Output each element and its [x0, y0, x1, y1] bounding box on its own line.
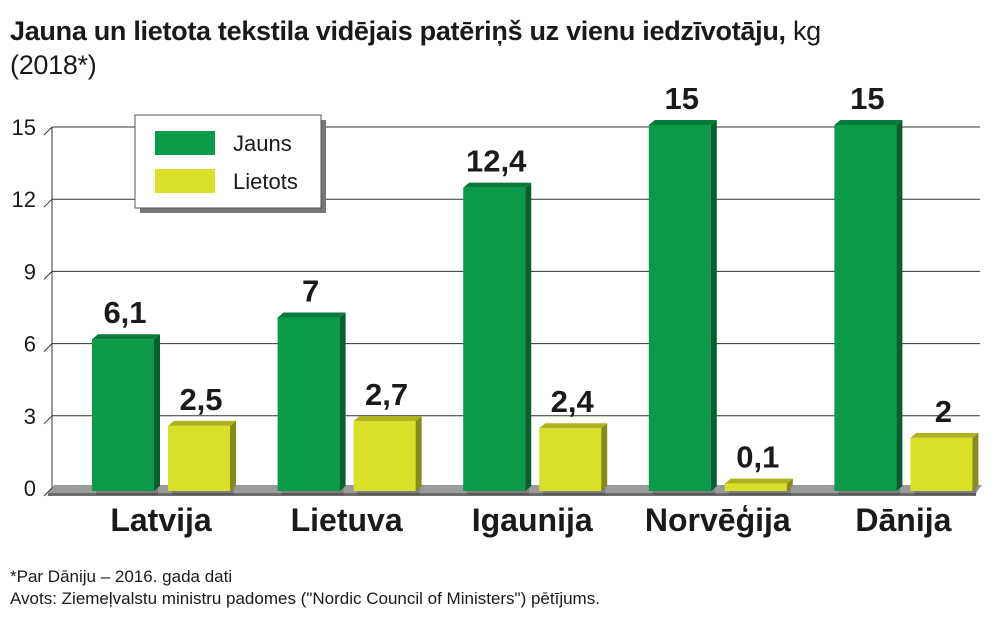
bar-shadow: [728, 487, 791, 495]
gridline-depth: [43, 198, 53, 208]
bar-top: [724, 478, 793, 484]
data-label: 15: [665, 81, 699, 116]
legend-label-jauns: Jauns: [233, 131, 292, 156]
bar-chart: 0 3 6 9 12 15 6,1 2,5 Latvija 7 2,7 Lietuva 12,4 2,4 I…: [12, 81, 982, 538]
x-category-label: Lietuva: [291, 502, 403, 538]
title-year: (2018*): [10, 50, 97, 80]
chart-floor-edge: [48, 493, 976, 496]
bar-top: [277, 312, 346, 318]
bar-side: [230, 420, 236, 491]
y-tick-label: 0: [24, 476, 36, 501]
x-category-label: Dānija: [855, 502, 951, 538]
bar-side: [154, 334, 160, 491]
title-unit: kg: [792, 16, 821, 46]
x-category-label: Latvija: [110, 502, 212, 538]
data-label: 0,1: [736, 440, 779, 475]
data-label: 2,4: [551, 384, 595, 419]
data-label: 2,5: [179, 382, 222, 417]
footnotes: *Par Dāniju – 2016. gada dati Avots: Zie…: [10, 566, 600, 610]
data-label: 2: [935, 394, 952, 429]
bar-top: [648, 120, 717, 125]
x-category-label: Igaunija: [472, 502, 593, 538]
gridline-depth: [43, 415, 53, 425]
bar-top: [539, 423, 608, 429]
title-main: Jauna un lietota tekstila vidējais patēr…: [10, 16, 786, 46]
bar-side: [415, 416, 422, 491]
data-label: 6,1: [103, 295, 146, 330]
bar-top: [834, 120, 903, 125]
data-label: 12,4: [466, 144, 527, 179]
bar-top: [463, 182, 532, 188]
data-label: 15: [850, 81, 884, 116]
bar-side: [339, 312, 346, 491]
gridline-depth: [43, 271, 53, 280]
legend-label-lietots: Lietots: [233, 169, 298, 194]
bar-lietots: [353, 421, 416, 491]
data-label: 2,7: [365, 377, 408, 412]
legend-swatch-jauns: [155, 131, 215, 155]
bar-lietots: [724, 483, 787, 491]
bar-lietots: [910, 437, 973, 491]
bar-jauns: [463, 187, 526, 491]
footnote-note: *Par Dāniju – 2016. gada dati: [10, 567, 233, 586]
bar-lietots: [539, 428, 602, 491]
bar-side: [710, 120, 717, 491]
bar-lietots: [168, 425, 230, 491]
y-tick-label: 6: [24, 332, 36, 357]
y-tick-label: 3: [24, 404, 36, 429]
y-tick-label: 9: [24, 259, 36, 284]
bar-side: [896, 120, 903, 491]
bar-side: [786, 478, 793, 491]
legend-swatch-lietots: [155, 169, 215, 193]
y-tick-label: 12: [12, 187, 36, 212]
bar-top: [910, 432, 979, 438]
bar-jauns: [648, 125, 711, 491]
bar-jauns: [277, 317, 340, 491]
y-tick-label: 15: [12, 115, 36, 140]
bar-jauns: [92, 339, 154, 491]
bar-top: [353, 416, 422, 422]
data-label: 7: [302, 274, 319, 309]
bar-jauns: [834, 125, 897, 491]
bar-side: [972, 432, 979, 491]
bar-side: [601, 423, 608, 491]
chart-title: Jauna un lietota tekstila vidējais patēr…: [10, 14, 980, 82]
gridline-depth: [43, 343, 53, 352]
legend-box: [134, 114, 322, 209]
bar-side: [525, 182, 532, 491]
gridline-depth: [43, 487, 53, 497]
footnote-source: Avots: Ziemeļvalstu ministru padomes ("N…: [10, 589, 600, 608]
bar-top: [92, 334, 160, 340]
x-category-label: Norvēģija: [645, 502, 791, 538]
gridline-depth: [43, 126, 53, 136]
bar-top: [168, 420, 236, 426]
